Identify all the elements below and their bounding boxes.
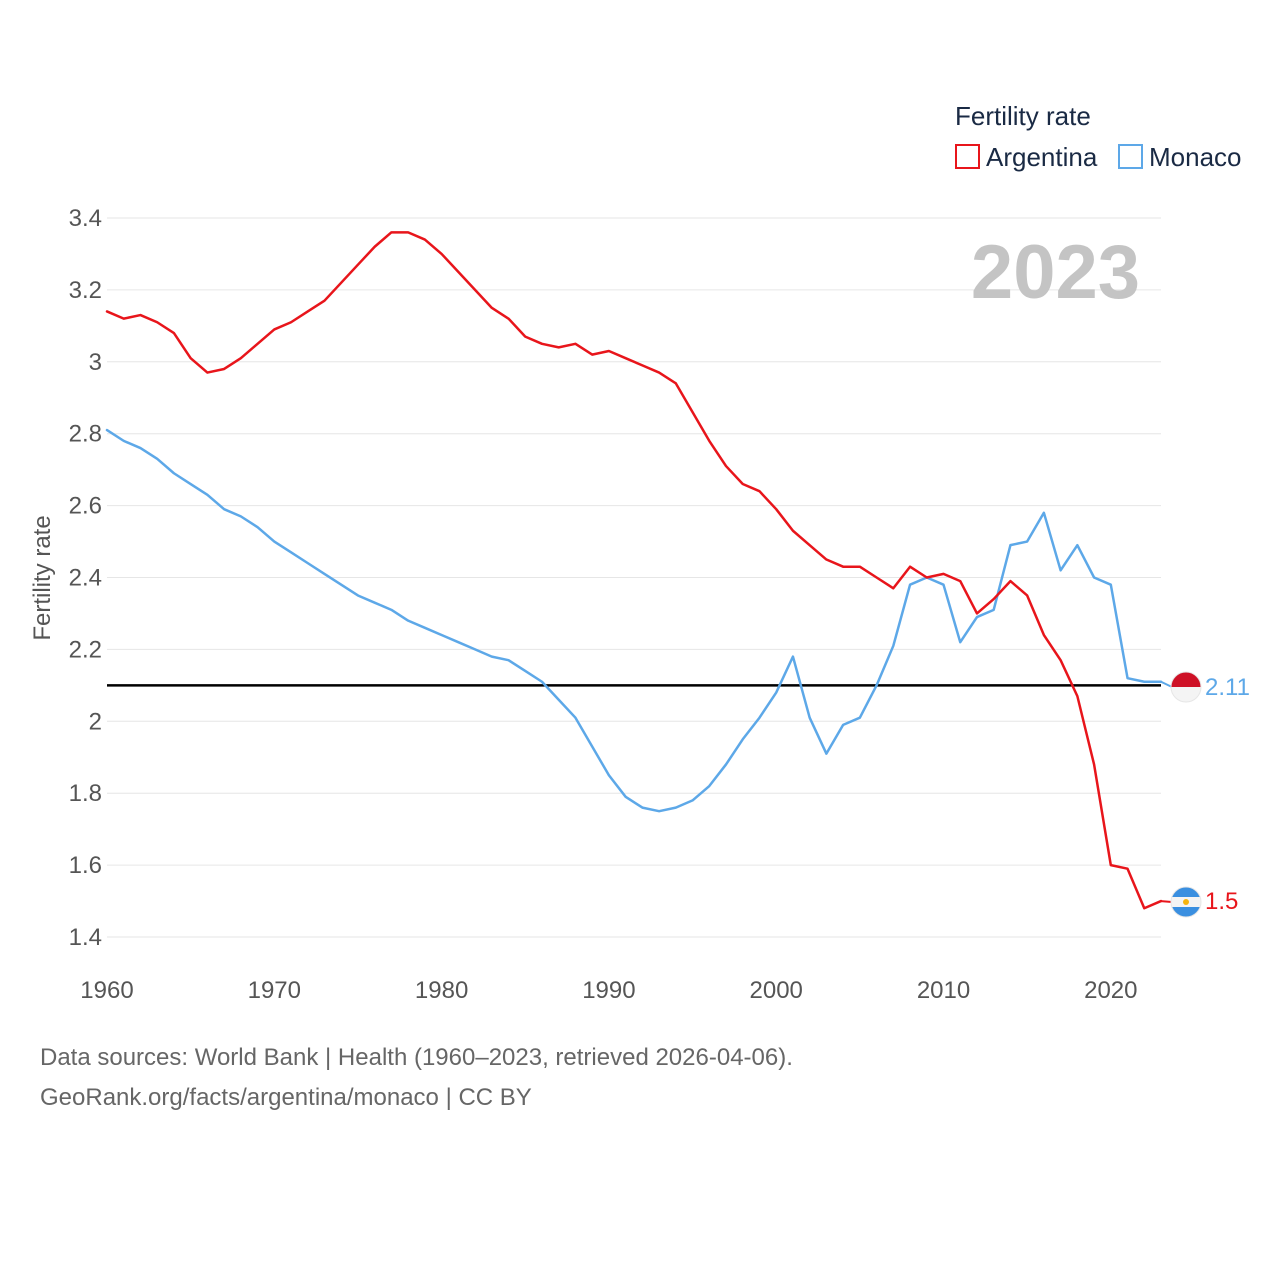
source-url-line: GeoRank.org/facts/argentina/monaco | CC … — [40, 1084, 532, 1111]
y-tick-label: 2 — [89, 708, 102, 735]
series-connector-argentina — [1160, 900, 1173, 903]
legend-title: Fertility rate — [955, 101, 1091, 131]
y-axis: 1.4 1.6 1.8 2 2.2 2.4 2.6 2.8 3 3.2 3.4 — [69, 205, 102, 951]
x-tick-label: 1960 — [80, 977, 133, 1004]
argentina-flag-icon — [1170, 886, 1202, 918]
y-tick-label: 3.2 — [69, 277, 102, 304]
legend: Fertility rate Argentina Monaco — [955, 101, 1242, 172]
x-tick-label: 1980 — [415, 977, 468, 1004]
series-layer — [105, 231, 1173, 910]
y-tick-label: 2.4 — [69, 565, 102, 592]
argentina-end-value: 1.5 — [1205, 888, 1238, 915]
y-tick-label: 2.8 — [69, 421, 102, 448]
series-line-monaco — [105, 428, 1163, 813]
series-connector-monaco — [1160, 680, 1173, 688]
legend-swatch-argentina — [955, 144, 980, 169]
y-tick-label: 1.6 — [69, 852, 102, 879]
x-tick-label: 1990 — [582, 977, 635, 1004]
source-line: Data sources: World Bank | Health (1960–… — [40, 1044, 793, 1071]
x-tick-label: 2020 — [1084, 977, 1137, 1004]
x-tick-label: 2000 — [750, 977, 803, 1004]
y-tick-label: 2.2 — [69, 636, 102, 663]
year-label: 2023 — [971, 230, 1140, 315]
monaco-end-value: 2.11 — [1205, 674, 1250, 701]
series-line-argentina — [105, 231, 1163, 910]
y-axis-label: Fertility rate — [29, 515, 56, 640]
x-tick-label: 2010 — [917, 977, 970, 1004]
monaco-flag-icon — [1170, 671, 1202, 703]
legend-swatch-monaco — [1118, 144, 1143, 169]
y-tick-label: 3.4 — [69, 205, 102, 232]
legend-label-argentina[interactable]: Argentina — [986, 142, 1098, 172]
x-tick-label: 1970 — [248, 977, 301, 1004]
y-tick-label: 3 — [89, 349, 102, 376]
y-tick-label: 1.4 — [69, 924, 102, 951]
legend-label-monaco[interactable]: Monaco — [1149, 142, 1242, 172]
x-axis: 1960 1970 1980 1990 2000 2010 2020 — [80, 977, 1137, 1004]
y-tick-label: 1.8 — [69, 780, 102, 807]
y-tick-label: 2.6 — [69, 493, 102, 520]
